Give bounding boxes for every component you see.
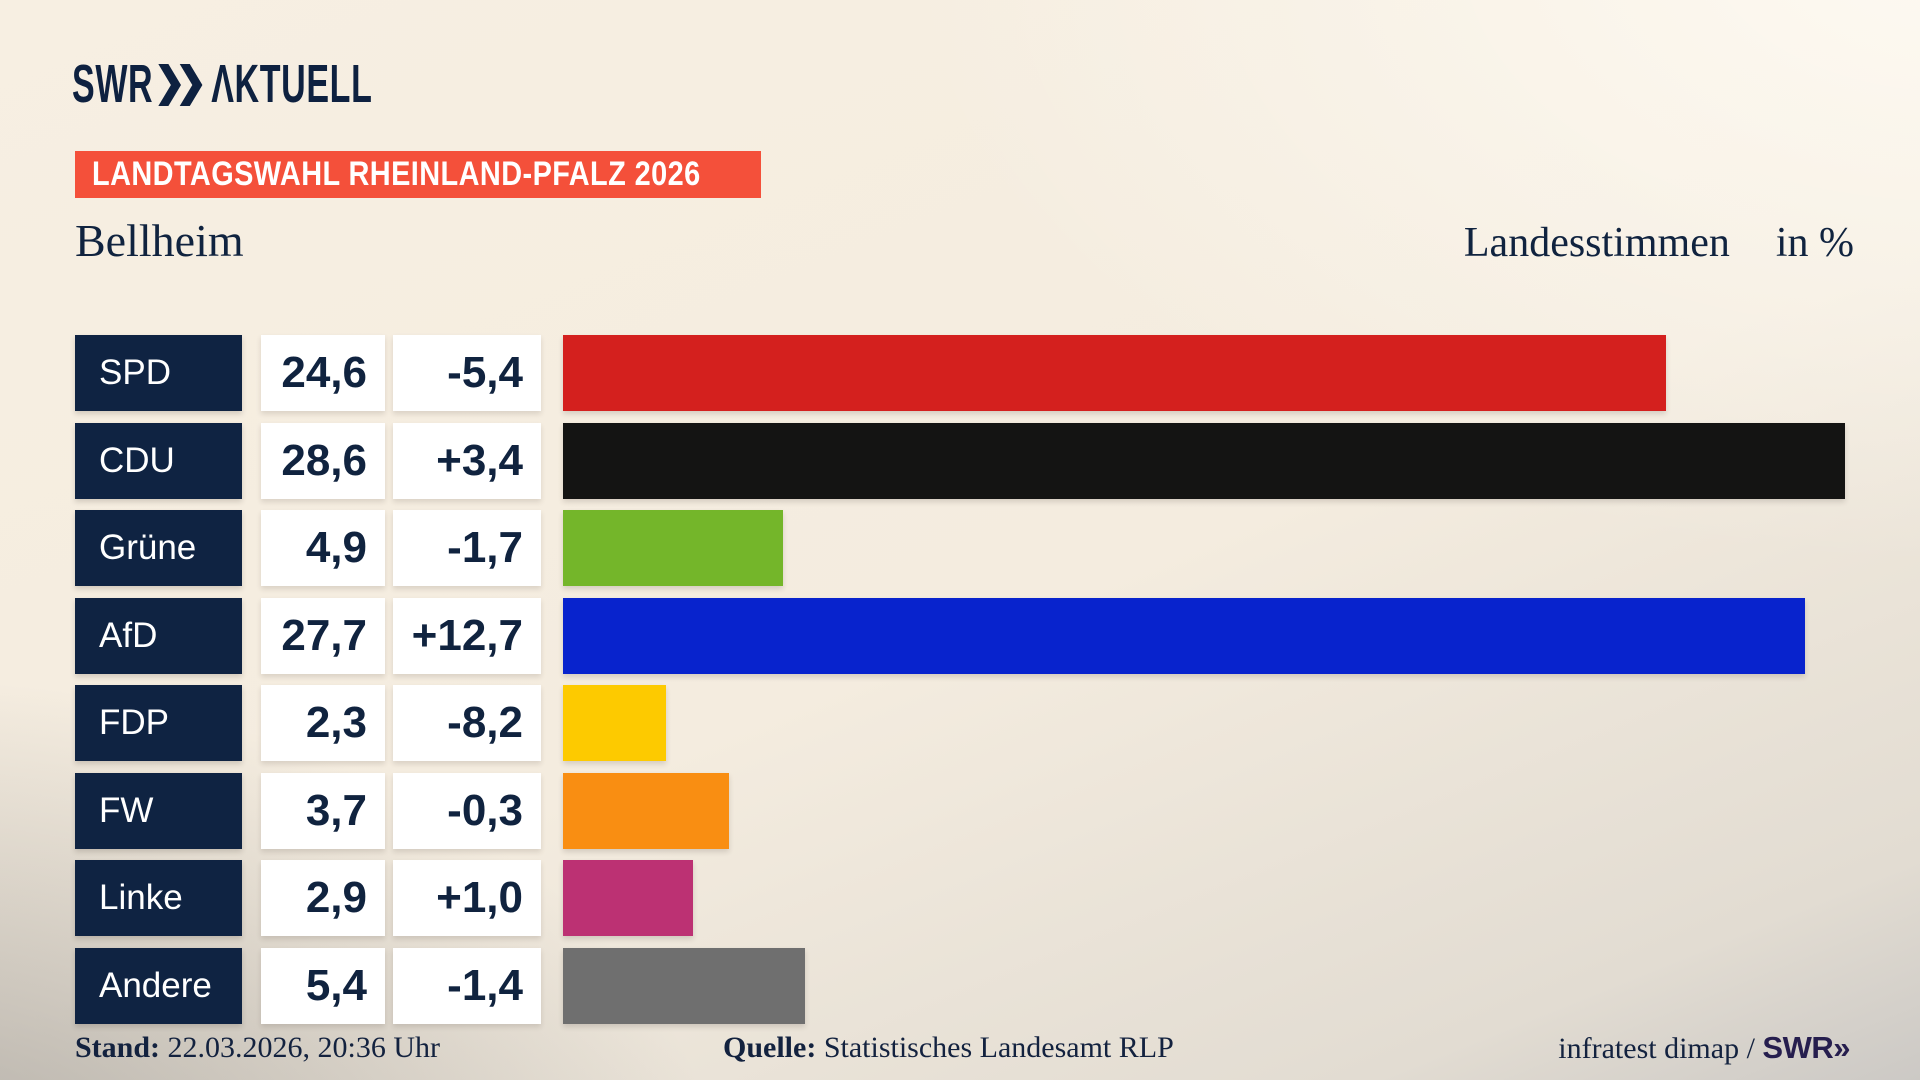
credit-text: infratest dimap / xyxy=(1558,1032,1755,1065)
party-result-bar xyxy=(563,335,1666,411)
party-result-bar xyxy=(563,773,729,849)
vote-type-text: Landesstimmen xyxy=(1463,220,1730,266)
party-row: Andere 5,4 -1,4 xyxy=(0,948,1920,1024)
party-row: Grüne 4,9 -1,7 xyxy=(0,510,1920,586)
party-row: CDU 28,6 +3,4 xyxy=(0,423,1920,499)
party-result-value: 27,7 xyxy=(261,598,385,674)
title-row: Bellheim Landesstimmen in % xyxy=(75,212,1854,272)
credits: infratest dimap / SWR» xyxy=(1558,1026,1850,1071)
swr-aktuell-logo: SWR ΛKTUELL xyxy=(72,54,373,114)
party-label: AfD xyxy=(75,598,242,674)
stand-value: 22.03.2026, 20:36 Uhr xyxy=(167,1031,441,1064)
party-label: CDU xyxy=(75,423,242,499)
municipality-title: Bellheim xyxy=(75,215,244,266)
party-result-value: 2,3 xyxy=(261,685,385,761)
party-result-bar xyxy=(563,948,805,1024)
election-banner-text: LANDTAGSWAHL RHEINLAND-PFALZ 2026 xyxy=(92,155,701,193)
source-label: Quelle: xyxy=(723,1031,817,1064)
party-label: FDP xyxy=(75,685,242,761)
party-row: FDP 2,3 -8,2 xyxy=(0,685,1920,761)
party-row: FW 3,7 -0,3 xyxy=(0,773,1920,849)
swr-wordmark: SWR xyxy=(72,54,154,114)
party-result-value: 5,4 xyxy=(261,948,385,1024)
party-change-value: -1,7 xyxy=(393,510,541,586)
footer: Stand: 22.03.2026, 20:36 Uhr Quelle: Sta… xyxy=(0,1026,1920,1070)
unit-text: in % xyxy=(1775,220,1854,266)
party-result-bar xyxy=(563,510,783,586)
party-change-value: -8,2 xyxy=(393,685,541,761)
party-label: Andere xyxy=(75,948,242,1024)
stand-timestamp: Stand: 22.03.2026, 20:36 Uhr xyxy=(75,1026,440,1070)
party-change-value: +1,0 xyxy=(393,860,541,936)
party-result-value: 2,9 xyxy=(261,860,385,936)
swr-footer-logo: SWR» xyxy=(1762,1030,1850,1065)
party-label: Grüne xyxy=(75,510,242,586)
party-change-value: -0,3 xyxy=(393,773,541,849)
party-row: AfD 27,7 +12,7 xyxy=(0,598,1920,674)
stand-label: Stand: xyxy=(75,1031,161,1064)
party-change-value: -1,4 xyxy=(393,948,541,1024)
double-chevron-icon xyxy=(158,64,203,106)
party-row: SPD 24,6 -5,4 xyxy=(0,335,1920,411)
party-result-bar xyxy=(563,598,1805,674)
vote-type-label: Landesstimmen in % xyxy=(1464,214,1854,272)
party-label: SPD xyxy=(75,335,242,411)
party-result-value: 28,6 xyxy=(261,423,385,499)
party-change-value: +3,4 xyxy=(393,423,541,499)
party-result-value: 4,9 xyxy=(261,510,385,586)
party-result-bar xyxy=(563,685,666,761)
aktuell-wordmark: ΛKTUELL xyxy=(211,54,373,114)
party-change-value: -5,4 xyxy=(393,335,541,411)
party-result-bar xyxy=(563,423,1845,499)
party-result-bar xyxy=(563,860,693,936)
party-result-value: 24,6 xyxy=(261,335,385,411)
party-label: Linke xyxy=(75,860,242,936)
data-source: Quelle: Statistisches Landesamt RLP xyxy=(723,1026,1174,1070)
election-banner: LANDTAGSWAHL RHEINLAND-PFALZ 2026 xyxy=(75,151,761,198)
source-value: Statistisches Landesamt RLP xyxy=(823,1031,1174,1064)
party-result-value: 3,7 xyxy=(261,773,385,849)
party-change-value: +12,7 xyxy=(393,598,541,674)
party-label: FW xyxy=(75,773,242,849)
party-row: Linke 2,9 +1,0 xyxy=(0,860,1920,936)
